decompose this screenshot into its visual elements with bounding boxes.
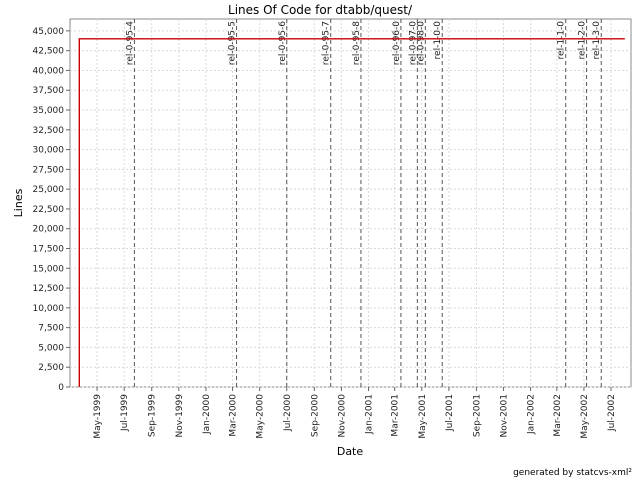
- generated-by-footer: generated by statcvs-xml²: [513, 468, 632, 478]
- release-tag-label: rel-0-95-8: [352, 21, 362, 65]
- release-tag-label: rel-0-97-0: [408, 21, 418, 65]
- release-tag-label: rel-0-98-0: [416, 21, 426, 65]
- release-tag-label: rel-0-95-7: [322, 21, 332, 65]
- y-tick-label: 15,000: [33, 264, 65, 274]
- x-tick-label: Jul-2001: [445, 394, 455, 432]
- grid: [70, 19, 631, 388]
- release-tag-label: rel-0-95-4: [125, 21, 135, 65]
- x-tick-label: May-1999: [93, 394, 103, 439]
- x-tick-label: Nov-1999: [175, 394, 185, 438]
- release-tag-label: rel-1-0-0: [433, 21, 443, 60]
- y-tick-label: 30,000: [33, 146, 65, 156]
- y-tick-label: 10,000: [33, 304, 65, 314]
- x-tick-label: Sep-2001: [472, 394, 482, 437]
- y-tick-label: 0: [58, 383, 64, 393]
- release-tag-label: rel-0-96-0: [392, 21, 402, 65]
- release-tags: rel-0-95-4 rel-0-95-5 rel-0-95-6 rel-0-95-7…: [125, 19, 602, 387]
- x-tick-label: Sep-1999: [148, 394, 158, 437]
- y-tick-label: 17,500: [33, 245, 65, 255]
- lines-of-code-line: [78, 38, 625, 387]
- y-tick-label: 5,000: [38, 343, 64, 353]
- x-tick-label: Nov-2000: [337, 394, 347, 438]
- x-tick-label: Jul-2000: [283, 394, 293, 432]
- y-tick-label: 12,500: [33, 284, 65, 294]
- plot-area: [69, 18, 632, 388]
- x-tick-label: Jul-2002: [607, 394, 617, 432]
- release-tag-label: rel-1-1-0: [557, 21, 567, 60]
- y-tick-label: 20,000: [33, 225, 65, 235]
- y-tick-label: 32,500: [33, 126, 65, 136]
- x-tick-label: Sep-2000: [310, 394, 320, 437]
- x-tick-label: Nov-2001: [500, 394, 510, 437]
- x-tick-label: Mar-2000: [229, 394, 239, 437]
- x-tick-label: May-2002: [580, 394, 590, 439]
- y-tick-label: 25,000: [33, 185, 65, 195]
- y-tick-label: 22,500: [33, 205, 65, 215]
- y-tick-label: 35,000: [33, 106, 65, 116]
- x-tick-label: Mar-2001: [391, 394, 401, 437]
- x-axis-label: Date: [337, 445, 364, 458]
- x-tick-label: May-2001: [418, 394, 428, 439]
- x-axis: May-1999 Jul-1999 Sep-1999 Nov-1999 Jan-2000…: [93, 387, 617, 439]
- x-tick-label: Jan-2002: [527, 394, 537, 435]
- series-lines: [78, 38, 625, 387]
- y-axis: 0 2,500 5,000 7,500 10,000 12,500 15,000 17,500…: [33, 27, 70, 393]
- x-tick-label: Jan-2001: [364, 394, 374, 435]
- y-tick-label: 27,500: [33, 165, 65, 175]
- release-tag-label: rel-0-95-6: [278, 21, 288, 65]
- y-axis-label: Lines: [12, 188, 25, 217]
- release-tag-label: rel-1-2-0: [578, 21, 588, 60]
- y-tick-label: 45,000: [33, 27, 65, 37]
- y-tick-label: 2,500: [38, 363, 64, 373]
- y-tick-label: 40,000: [33, 66, 65, 76]
- release-tag-label: rel-1-3-0: [592, 21, 602, 60]
- y-tick-label: 42,500: [33, 47, 65, 57]
- x-tick-label: Jul-1999: [120, 394, 130, 432]
- release-tag-label: rel-0-95-5: [228, 21, 238, 65]
- chart-title: Lines Of Code for dtabb/quest/: [228, 3, 413, 17]
- x-tick-label: May-2000: [256, 394, 266, 439]
- y-tick-label: 37,500: [33, 86, 65, 96]
- x-tick-label: Jan-2000: [202, 394, 212, 435]
- y-tick-label: 7,500: [38, 324, 64, 334]
- x-tick-label: Mar-2002: [553, 394, 563, 437]
